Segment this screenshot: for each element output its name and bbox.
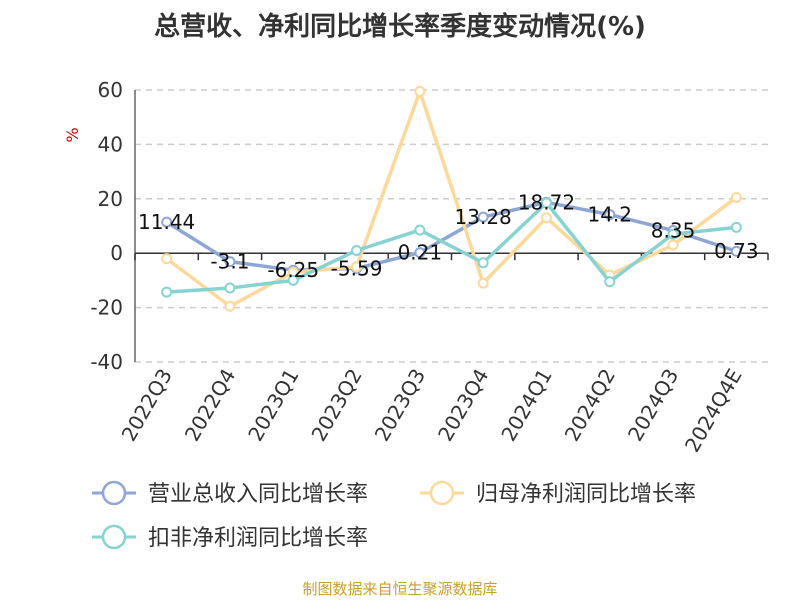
series-3-point	[414, 224, 426, 236]
series-line-1	[165, 200, 737, 272]
data-label: 8.35	[651, 218, 696, 242]
series-3-point	[667, 228, 679, 240]
legend-item-3[interactable]: 扣非净利润同比增长率	[92, 524, 368, 551]
series-lines	[161, 85, 742, 312]
y-tick-label: 20	[98, 187, 123, 211]
x-tick-label: 2023Q2	[306, 365, 366, 446]
series-2-point	[540, 212, 552, 224]
x-tick-label: 2023Q4	[433, 365, 493, 446]
y-tick-label: -40	[90, 350, 123, 374]
series-2-point	[477, 277, 489, 289]
x-tick-label: 2022Q3	[117, 365, 177, 446]
series-3-point	[224, 282, 236, 294]
series-2-point	[730, 191, 742, 203]
legend-label: 归母净利润同比增长率	[476, 482, 696, 507]
x-tick-label: 2024Q3	[623, 365, 683, 446]
data-label: 0.73	[714, 239, 759, 263]
legend-swatch-marker	[101, 524, 127, 550]
series-1-point	[604, 209, 616, 221]
series-2-point	[414, 85, 426, 97]
legend-item-2[interactable]: 归母净利润同比增长率	[420, 480, 696, 507]
data-label: 18.72	[518, 190, 575, 214]
x-tick-label: 2024Q2	[560, 365, 620, 446]
legend-label: 扣非净利润同比增长率	[148, 526, 368, 551]
x-tick-label: 2023Q1	[243, 365, 303, 446]
series-3-point	[161, 286, 173, 298]
data-label: -3.1	[210, 250, 249, 274]
chart-title: 总营收、净利同比增长率季度变动情况(%)	[154, 12, 646, 42]
series-1-point	[161, 216, 173, 228]
data-label: 0.21	[398, 241, 443, 265]
series-3-point	[730, 221, 742, 233]
series-3-point	[604, 276, 616, 288]
series-1-point	[477, 211, 489, 223]
series-3-point	[540, 197, 552, 209]
data-label: 13.28	[455, 205, 512, 229]
data-label: 14.2	[587, 203, 632, 227]
data-label: 11.44	[138, 210, 195, 234]
series-3-point	[477, 257, 489, 269]
x-tick-label: 2023Q3	[370, 365, 430, 446]
series-1-point	[224, 256, 236, 268]
series-line-2	[165, 89, 738, 308]
legend-swatch-marker	[429, 480, 455, 506]
legend-item-1[interactable]: 营业总收入同比增长率	[92, 480, 368, 507]
series-3-point	[351, 244, 363, 256]
series-1-point	[730, 245, 742, 257]
data-label: -6.25	[267, 258, 319, 282]
series-1-point	[414, 247, 426, 259]
y-tick-label: 60	[98, 78, 123, 102]
series-2-point	[224, 300, 236, 312]
y-axis-unit-label: %	[63, 127, 82, 142]
data-label: -5.59	[331, 256, 383, 280]
x-tick-label: 2024Q4E	[680, 365, 747, 457]
series-2-point	[351, 261, 363, 273]
y-tick-label: 40	[98, 132, 123, 156]
source-note: 制图数据来自恒生聚源数据库	[302, 580, 498, 598]
series-3-point	[287, 274, 299, 286]
x-tick-label: 2022Q4	[180, 365, 240, 446]
x-tick-label: 2024Q1	[496, 365, 556, 446]
series-line-3	[166, 201, 737, 294]
y-tick-label: 0	[110, 241, 123, 265]
series-2-point	[667, 239, 679, 251]
legend-swatch-marker	[101, 480, 127, 506]
y-tick-label: -20	[90, 296, 123, 320]
legend-label: 营业总收入同比增长率	[148, 482, 368, 507]
series-2-point	[161, 253, 173, 265]
